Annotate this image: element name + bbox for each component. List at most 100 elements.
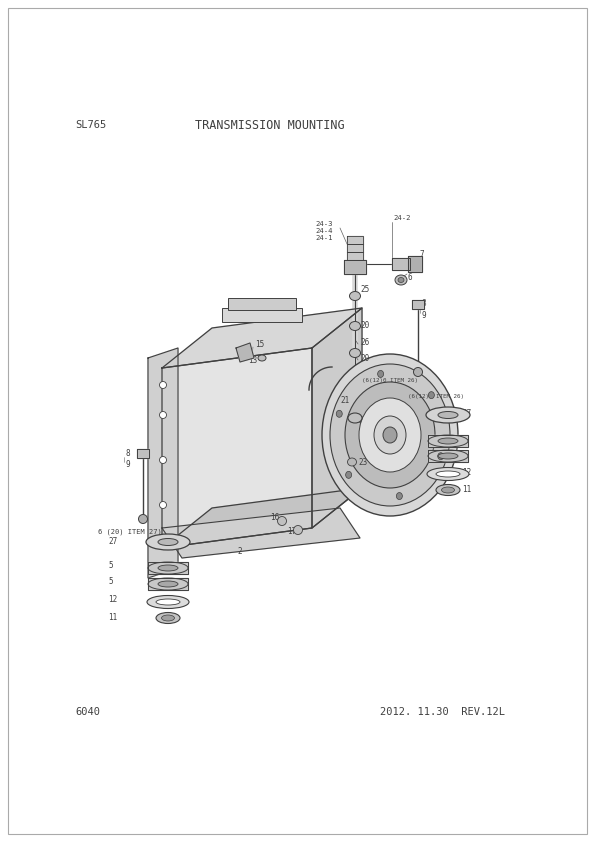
- Ellipse shape: [345, 382, 435, 488]
- Polygon shape: [428, 435, 468, 447]
- Ellipse shape: [158, 581, 178, 587]
- Text: 11: 11: [108, 612, 117, 621]
- Polygon shape: [392, 258, 410, 270]
- Ellipse shape: [383, 427, 397, 443]
- Ellipse shape: [348, 413, 362, 423]
- Polygon shape: [412, 300, 424, 309]
- Ellipse shape: [349, 349, 361, 358]
- Ellipse shape: [346, 472, 352, 478]
- Polygon shape: [162, 488, 362, 548]
- Text: 22: 22: [358, 415, 367, 424]
- Ellipse shape: [158, 539, 178, 546]
- Ellipse shape: [428, 392, 434, 398]
- Ellipse shape: [156, 599, 180, 605]
- Polygon shape: [347, 244, 363, 252]
- Text: 6: 6: [408, 274, 412, 283]
- Ellipse shape: [349, 322, 361, 331]
- Text: 21: 21: [340, 396, 349, 404]
- Ellipse shape: [158, 565, 178, 571]
- Ellipse shape: [398, 278, 404, 283]
- Text: 27: 27: [462, 408, 471, 418]
- Text: 6 (20) ITEM 27): 6 (20) ITEM 27): [98, 529, 162, 536]
- Ellipse shape: [374, 416, 406, 454]
- Polygon shape: [148, 562, 188, 574]
- Ellipse shape: [159, 456, 167, 463]
- Text: 17: 17: [287, 527, 296, 536]
- Ellipse shape: [322, 354, 458, 516]
- Text: 11: 11: [462, 484, 471, 493]
- Text: 5: 5: [462, 434, 466, 444]
- Polygon shape: [312, 308, 362, 528]
- Text: 2012. 11.30  REV.12L: 2012. 11.30 REV.12L: [380, 707, 505, 717]
- Polygon shape: [428, 450, 468, 462]
- Text: 20: 20: [360, 354, 369, 363]
- Ellipse shape: [438, 453, 458, 459]
- Text: 9: 9: [126, 460, 131, 468]
- Ellipse shape: [427, 467, 469, 481]
- Text: 5: 5: [108, 562, 112, 571]
- Text: (6(12)0 ITEM 26): (6(12)0 ITEM 26): [408, 393, 464, 398]
- Ellipse shape: [438, 453, 444, 460]
- Ellipse shape: [426, 407, 470, 423]
- Text: 5: 5: [108, 578, 112, 587]
- Ellipse shape: [359, 398, 421, 472]
- Ellipse shape: [159, 502, 167, 509]
- Text: 15: 15: [255, 339, 264, 349]
- Text: 8: 8: [126, 449, 131, 457]
- Polygon shape: [236, 343, 254, 362]
- Ellipse shape: [436, 471, 460, 477]
- Text: 9: 9: [422, 311, 427, 319]
- Bar: [222, 308, 302, 322]
- Polygon shape: [408, 256, 422, 272]
- Text: 16: 16: [270, 514, 279, 523]
- Text: 24-1: 24-1: [315, 235, 333, 241]
- Text: 25: 25: [360, 285, 369, 295]
- Text: 8: 8: [422, 300, 427, 308]
- Text: 7: 7: [420, 249, 425, 258]
- Text: 27: 27: [108, 537, 117, 546]
- Text: 24-4: 24-4: [315, 228, 333, 234]
- Ellipse shape: [156, 612, 180, 623]
- Polygon shape: [137, 449, 149, 458]
- Text: 24-2: 24-2: [393, 215, 411, 221]
- Ellipse shape: [436, 484, 460, 495]
- Text: 24-3: 24-3: [315, 221, 333, 227]
- Polygon shape: [148, 348, 178, 578]
- Text: TRANSMISSION MOUNTING: TRANSMISSION MOUNTING: [195, 119, 345, 131]
- Text: 12: 12: [462, 467, 471, 477]
- Ellipse shape: [438, 412, 458, 418]
- Polygon shape: [162, 348, 312, 548]
- Ellipse shape: [347, 458, 356, 466]
- Ellipse shape: [258, 355, 266, 361]
- Ellipse shape: [147, 595, 189, 609]
- Ellipse shape: [139, 514, 148, 524]
- Text: 23: 23: [358, 457, 367, 466]
- Text: 20: 20: [360, 322, 369, 331]
- Ellipse shape: [146, 534, 190, 550]
- Ellipse shape: [396, 493, 402, 499]
- Ellipse shape: [349, 291, 361, 301]
- Bar: [228, 298, 296, 310]
- Text: 13: 13: [248, 355, 257, 365]
- Ellipse shape: [293, 525, 302, 535]
- Ellipse shape: [330, 364, 450, 506]
- Ellipse shape: [395, 275, 407, 285]
- Polygon shape: [162, 508, 360, 558]
- Polygon shape: [162, 308, 362, 368]
- Ellipse shape: [161, 615, 174, 621]
- Polygon shape: [344, 260, 366, 274]
- Ellipse shape: [414, 367, 422, 376]
- Text: SL765: SL765: [75, 120, 107, 130]
- Polygon shape: [148, 578, 188, 590]
- Text: (6(12)0 ITEM 26): (6(12)0 ITEM 26): [362, 377, 418, 382]
- Text: 6040: 6040: [75, 707, 100, 717]
- Ellipse shape: [277, 516, 287, 525]
- Ellipse shape: [336, 410, 342, 418]
- Polygon shape: [347, 252, 363, 260]
- Text: 12: 12: [108, 595, 117, 605]
- Ellipse shape: [438, 438, 458, 444]
- Text: 26: 26: [360, 338, 369, 347]
- Ellipse shape: [441, 487, 455, 493]
- Polygon shape: [347, 236, 363, 244]
- Text: 5: 5: [462, 450, 466, 459]
